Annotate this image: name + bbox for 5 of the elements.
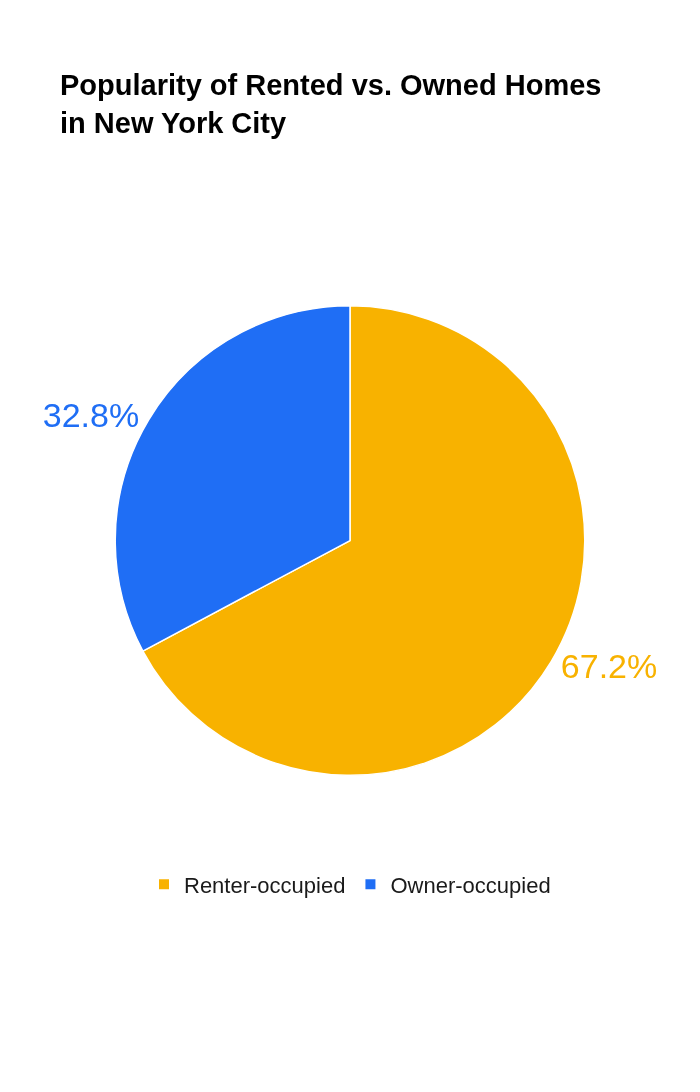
data-label: 32.8%: [42, 395, 140, 434]
legend-label: Renter-occupied: [184, 872, 346, 898]
legend-label: Owner-occupied: [390, 872, 551, 898]
chart-title: Popularity of Rented vs. Owned Homes in New York City: [60, 69, 602, 139]
data-label: 67.2%: [560, 647, 658, 686]
